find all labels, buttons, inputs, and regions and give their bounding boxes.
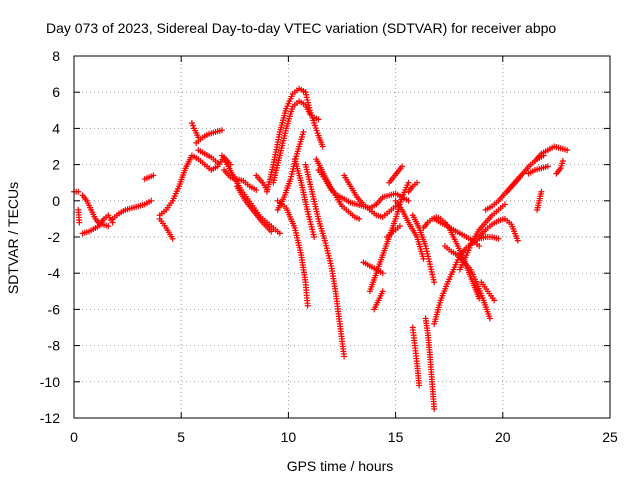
data-point xyxy=(76,219,83,226)
data-marks xyxy=(71,85,571,412)
data-point xyxy=(564,147,571,154)
y-tick-label: -12 xyxy=(40,410,60,426)
data-point xyxy=(315,116,322,123)
data-point xyxy=(218,127,225,134)
data-point xyxy=(544,163,551,170)
data-point xyxy=(356,215,363,222)
data-point xyxy=(148,197,155,204)
data-point xyxy=(311,234,318,240)
data-point xyxy=(379,288,386,295)
y-tick-label: -4 xyxy=(48,265,61,281)
data-point xyxy=(495,235,502,242)
data-point xyxy=(75,188,82,195)
y-tick-label: 0 xyxy=(52,193,60,209)
data-point xyxy=(516,174,523,181)
data-point xyxy=(399,163,406,170)
y-tick-label: 8 xyxy=(52,48,60,64)
y-axis-label: SDTVAR / TECUs xyxy=(5,182,21,294)
data-point xyxy=(416,382,423,389)
x-tick-label: 20 xyxy=(495,429,511,445)
data-point xyxy=(189,122,196,129)
y-tick-label: 4 xyxy=(52,120,60,136)
y-tick-labels: -12 -10 -8 -6 -4 -2 0 2 4 6 8 xyxy=(40,48,60,426)
x-tick-label: 15 xyxy=(388,429,404,445)
data-point xyxy=(268,228,275,235)
data-point xyxy=(319,143,326,150)
x-axis-label: GPS time / hours xyxy=(287,458,394,474)
x-tick-label: 0 xyxy=(70,429,78,445)
y-tick-label: -2 xyxy=(48,229,61,245)
data-point xyxy=(476,243,483,250)
data-point xyxy=(105,223,112,230)
data-point xyxy=(431,279,438,286)
data-point xyxy=(392,203,399,210)
data-point xyxy=(405,197,412,204)
data-point xyxy=(431,405,438,412)
x-tick-labels: 0 5 10 15 20 25 xyxy=(70,429,618,445)
data-point xyxy=(150,172,157,179)
data-point xyxy=(188,119,195,126)
chart-title: Day 073 of 2023, Sidereal Day-to-day VTE… xyxy=(46,20,556,36)
data-point xyxy=(396,223,403,230)
data-point xyxy=(169,235,176,242)
data-point xyxy=(414,179,421,186)
data-point xyxy=(253,186,260,193)
data-point xyxy=(300,129,307,136)
data-point xyxy=(379,270,386,277)
x-tick-label: 5 xyxy=(177,429,185,445)
data-point xyxy=(486,315,493,322)
data-point xyxy=(491,297,498,304)
data-point xyxy=(501,201,508,208)
data-point xyxy=(214,159,221,166)
data-point xyxy=(304,302,311,309)
y-tick-label: 2 xyxy=(52,157,60,173)
axis-ticks xyxy=(73,55,611,419)
y-tick-label: -10 xyxy=(40,374,60,390)
data-point xyxy=(405,179,412,186)
data-point xyxy=(514,237,521,244)
x-tick-label: 10 xyxy=(281,429,297,445)
data-point xyxy=(341,353,348,360)
data-point xyxy=(538,188,545,195)
data-point xyxy=(276,230,283,237)
data-point xyxy=(420,255,427,262)
y-tick-label: 6 xyxy=(52,84,60,100)
y-tick-label: -8 xyxy=(48,338,61,354)
y-tick-label: -6 xyxy=(48,301,61,317)
data-point xyxy=(559,157,566,164)
x-tick-label: 25 xyxy=(602,429,618,445)
